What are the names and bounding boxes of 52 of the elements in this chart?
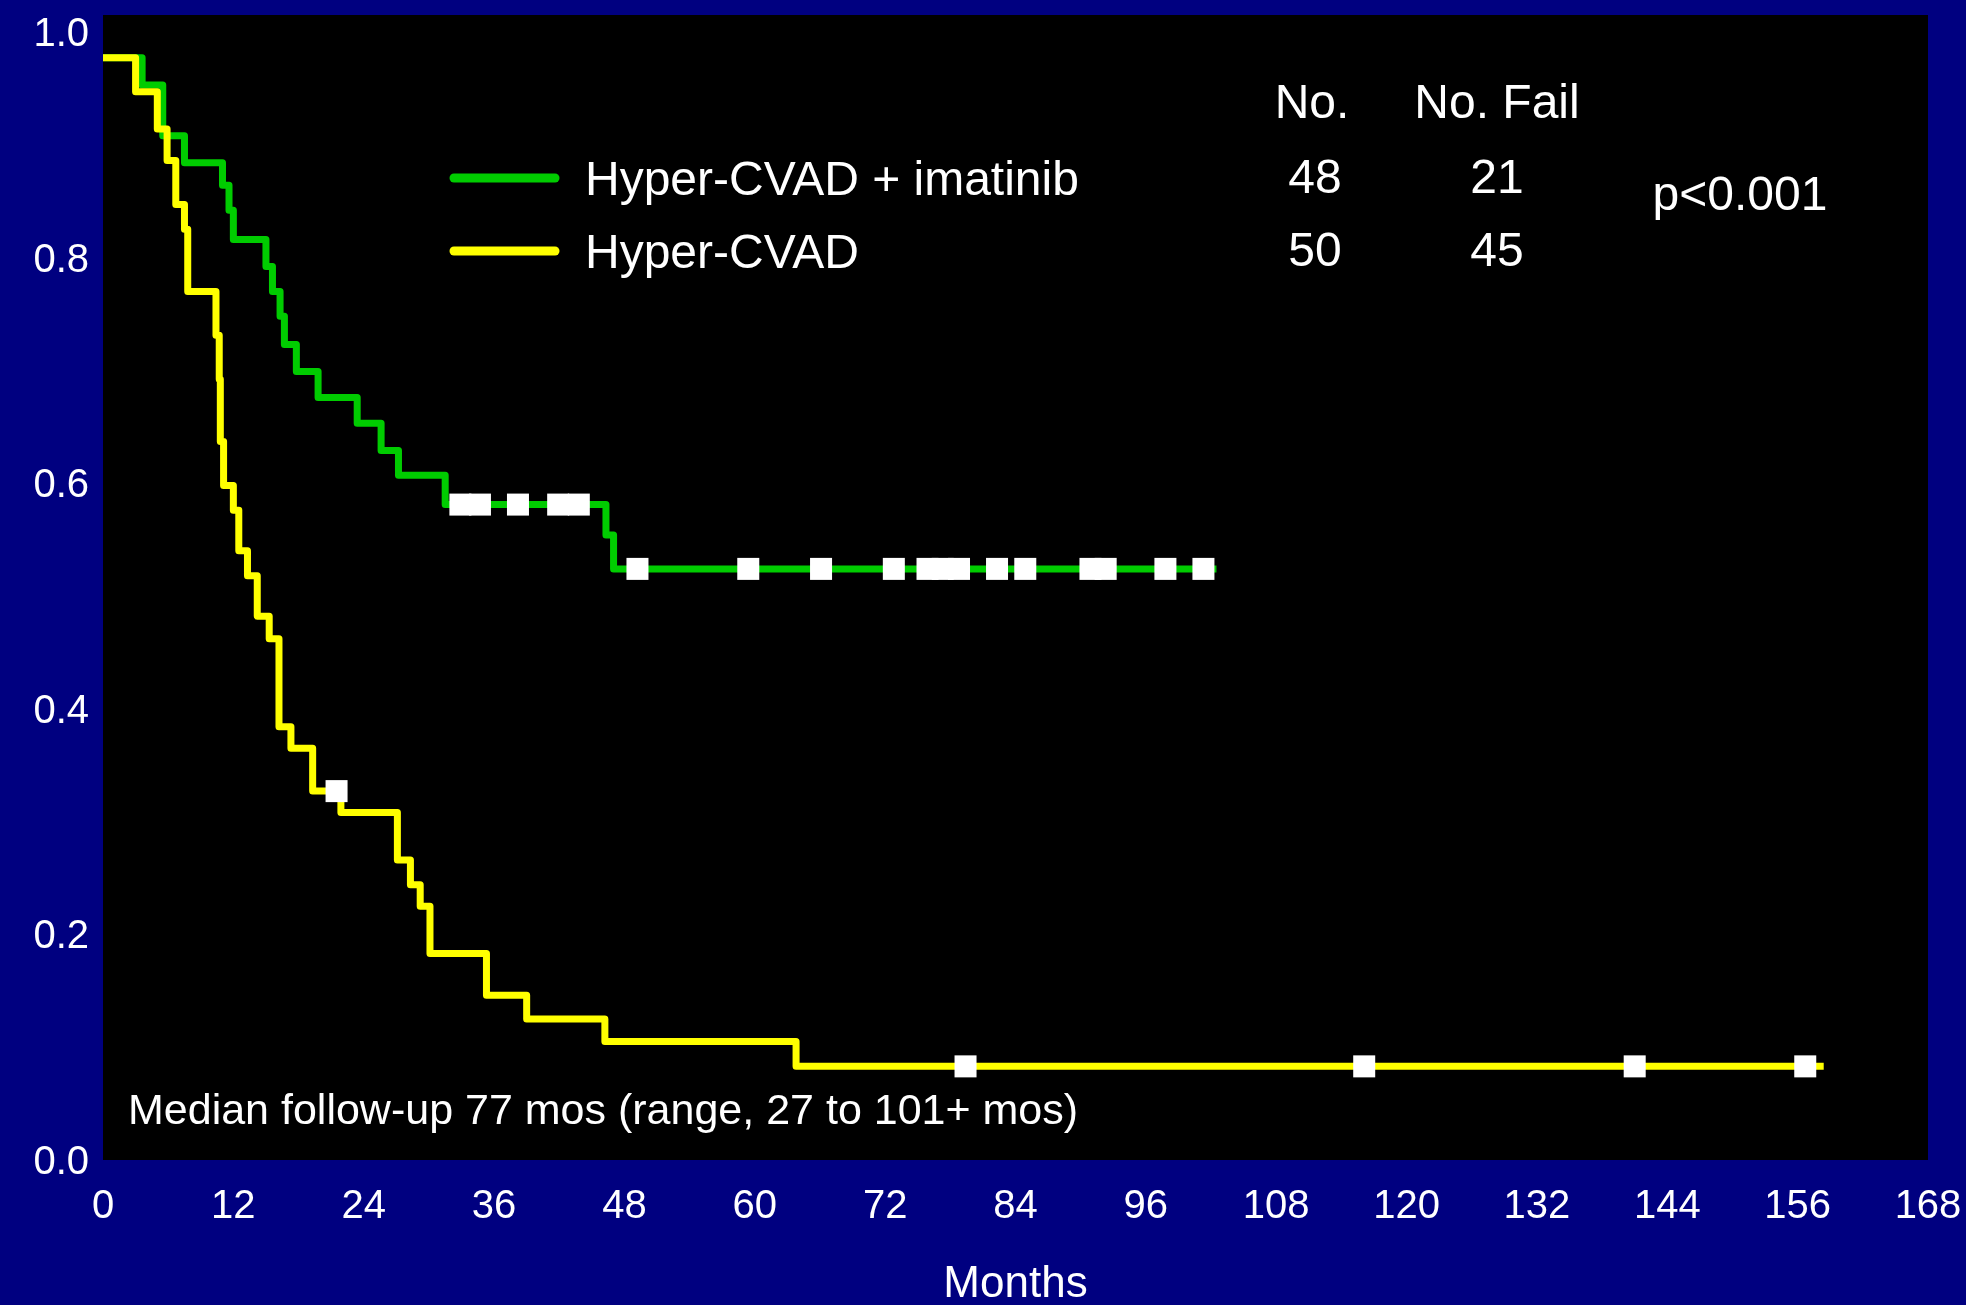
x-tick-label: 12 [211, 1182, 256, 1226]
annotation: 21 [1470, 150, 1524, 203]
annotation: Median follow-up 77 mos (range, 27 to 101+ mos) [128, 1085, 1079, 1133]
point [948, 557, 971, 580]
legend-label: Hyper-CVAD [585, 224, 859, 278]
annotation: 48 [1288, 150, 1342, 203]
point [1154, 557, 1177, 580]
annotation: 45 [1470, 223, 1524, 276]
point [1192, 557, 1215, 580]
x-tick-label: 108 [1242, 1182, 1310, 1226]
x-tick-label: 48 [602, 1182, 647, 1226]
x-tick-label: 72 [862, 1182, 908, 1226]
point [810, 557, 833, 580]
point [1353, 1055, 1376, 1078]
y-tick-label: 0.2 [33, 912, 89, 957]
annotation: 50 [1288, 223, 1342, 276]
point [506, 493, 529, 516]
x-tick-label: 84 [993, 1182, 1038, 1226]
x-tick-label: 144 [1633, 1182, 1701, 1226]
point [547, 493, 570, 516]
point [986, 557, 1009, 580]
y-tick-label: 0.0 [33, 1138, 89, 1182]
x-tick-label: 120 [1373, 1182, 1440, 1226]
x-tick-label: 60 [732, 1182, 778, 1226]
annotation: p<0.001 [1652, 167, 1828, 220]
annotation: No. Fail [1414, 75, 1580, 128]
point [567, 493, 590, 516]
point [737, 557, 760, 580]
annotation: No. [1274, 75, 1350, 128]
x-tick-label: 96 [1123, 1182, 1169, 1226]
y-tick-label: 0.6 [33, 461, 89, 506]
point [1094, 557, 1117, 580]
x-axis-title: Months [943, 1257, 1088, 1305]
point [468, 493, 491, 516]
point [1014, 557, 1037, 580]
point [882, 557, 905, 580]
x-tick-label: 0 [91, 1182, 115, 1226]
x-tick-label: 36 [471, 1182, 517, 1226]
point [449, 493, 472, 516]
x-tick-label: 132 [1503, 1182, 1571, 1226]
point [954, 1055, 977, 1078]
legend-label: Hyper-CVAD + imatinib [585, 151, 1079, 205]
point [1623, 1055, 1646, 1078]
y-tick-label: 0.8 [33, 235, 89, 280]
x-tick-label: 156 [1764, 1182, 1832, 1226]
point [1794, 1055, 1817, 1078]
y-tick-label: 0.4 [33, 686, 89, 731]
point [325, 780, 348, 803]
x-tick-label: 168 [1894, 1182, 1962, 1226]
x-tick-label: 24 [341, 1182, 386, 1226]
point [626, 557, 649, 580]
y-tick-label: 1.0 [33, 9, 89, 54]
